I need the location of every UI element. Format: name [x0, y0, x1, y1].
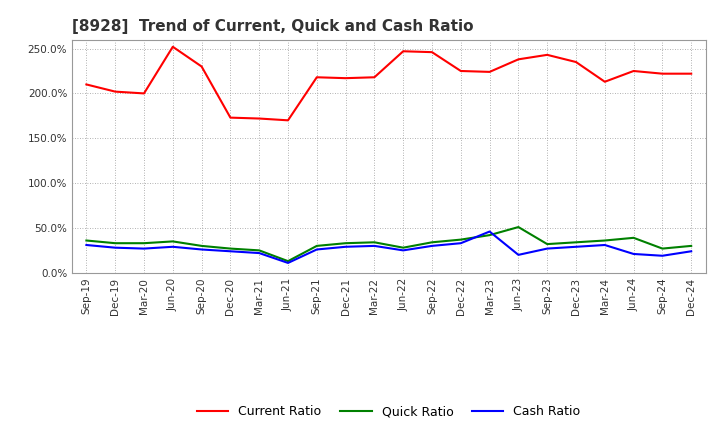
- Current Ratio: [312, 75, 321, 80]
- Quick Ratio: [197, 243, 206, 249]
- Cash Ratio: [168, 244, 177, 249]
- Current Ratio: [111, 89, 120, 94]
- Cash Ratio: [140, 246, 148, 251]
- Current Ratio: [485, 69, 494, 74]
- Current Ratio: [82, 82, 91, 87]
- Quick Ratio: [658, 246, 667, 251]
- Quick Ratio: [111, 241, 120, 246]
- Cash Ratio: [226, 249, 235, 254]
- Line: Current Ratio: Current Ratio: [86, 47, 691, 120]
- Cash Ratio: [572, 244, 580, 249]
- Text: [8928]  Trend of Current, Quick and Cash Ratio: [8928] Trend of Current, Quick and Cash …: [72, 19, 474, 34]
- Current Ratio: [284, 117, 292, 123]
- Current Ratio: [687, 71, 696, 76]
- Cash Ratio: [255, 250, 264, 256]
- Legend: Current Ratio, Quick Ratio, Cash Ratio: Current Ratio, Quick Ratio, Cash Ratio: [192, 400, 585, 423]
- Current Ratio: [341, 76, 350, 81]
- Cash Ratio: [428, 243, 436, 249]
- Cash Ratio: [370, 243, 379, 249]
- Quick Ratio: [629, 235, 638, 240]
- Quick Ratio: [341, 241, 350, 246]
- Quick Ratio: [456, 237, 465, 242]
- Current Ratio: [572, 59, 580, 65]
- Current Ratio: [428, 50, 436, 55]
- Cash Ratio: [111, 245, 120, 250]
- Current Ratio: [226, 115, 235, 120]
- Current Ratio: [543, 52, 552, 58]
- Quick Ratio: [140, 241, 148, 246]
- Current Ratio: [658, 71, 667, 76]
- Quick Ratio: [572, 240, 580, 245]
- Cash Ratio: [629, 251, 638, 257]
- Quick Ratio: [255, 248, 264, 253]
- Quick Ratio: [543, 242, 552, 247]
- Quick Ratio: [399, 245, 408, 250]
- Cash Ratio: [658, 253, 667, 258]
- Current Ratio: [255, 116, 264, 121]
- Current Ratio: [600, 79, 609, 84]
- Cash Ratio: [456, 241, 465, 246]
- Cash Ratio: [82, 242, 91, 248]
- Quick Ratio: [687, 243, 696, 249]
- Quick Ratio: [312, 243, 321, 249]
- Quick Ratio: [370, 240, 379, 245]
- Quick Ratio: [226, 246, 235, 251]
- Cash Ratio: [284, 260, 292, 266]
- Quick Ratio: [168, 239, 177, 244]
- Current Ratio: [399, 48, 408, 54]
- Quick Ratio: [600, 238, 609, 243]
- Current Ratio: [140, 91, 148, 96]
- Current Ratio: [168, 44, 177, 49]
- Cash Ratio: [341, 244, 350, 249]
- Current Ratio: [456, 68, 465, 73]
- Quick Ratio: [514, 224, 523, 230]
- Quick Ratio: [485, 232, 494, 238]
- Cash Ratio: [197, 247, 206, 252]
- Current Ratio: [514, 57, 523, 62]
- Line: Quick Ratio: Quick Ratio: [86, 227, 691, 261]
- Cash Ratio: [687, 249, 696, 254]
- Cash Ratio: [600, 242, 609, 248]
- Cash Ratio: [399, 248, 408, 253]
- Quick Ratio: [82, 238, 91, 243]
- Current Ratio: [197, 64, 206, 69]
- Current Ratio: [370, 75, 379, 80]
- Line: Cash Ratio: Cash Ratio: [86, 231, 691, 263]
- Cash Ratio: [543, 246, 552, 251]
- Cash Ratio: [312, 247, 321, 252]
- Cash Ratio: [514, 252, 523, 257]
- Quick Ratio: [428, 240, 436, 245]
- Quick Ratio: [284, 258, 292, 264]
- Current Ratio: [629, 68, 638, 73]
- Cash Ratio: [485, 229, 494, 234]
